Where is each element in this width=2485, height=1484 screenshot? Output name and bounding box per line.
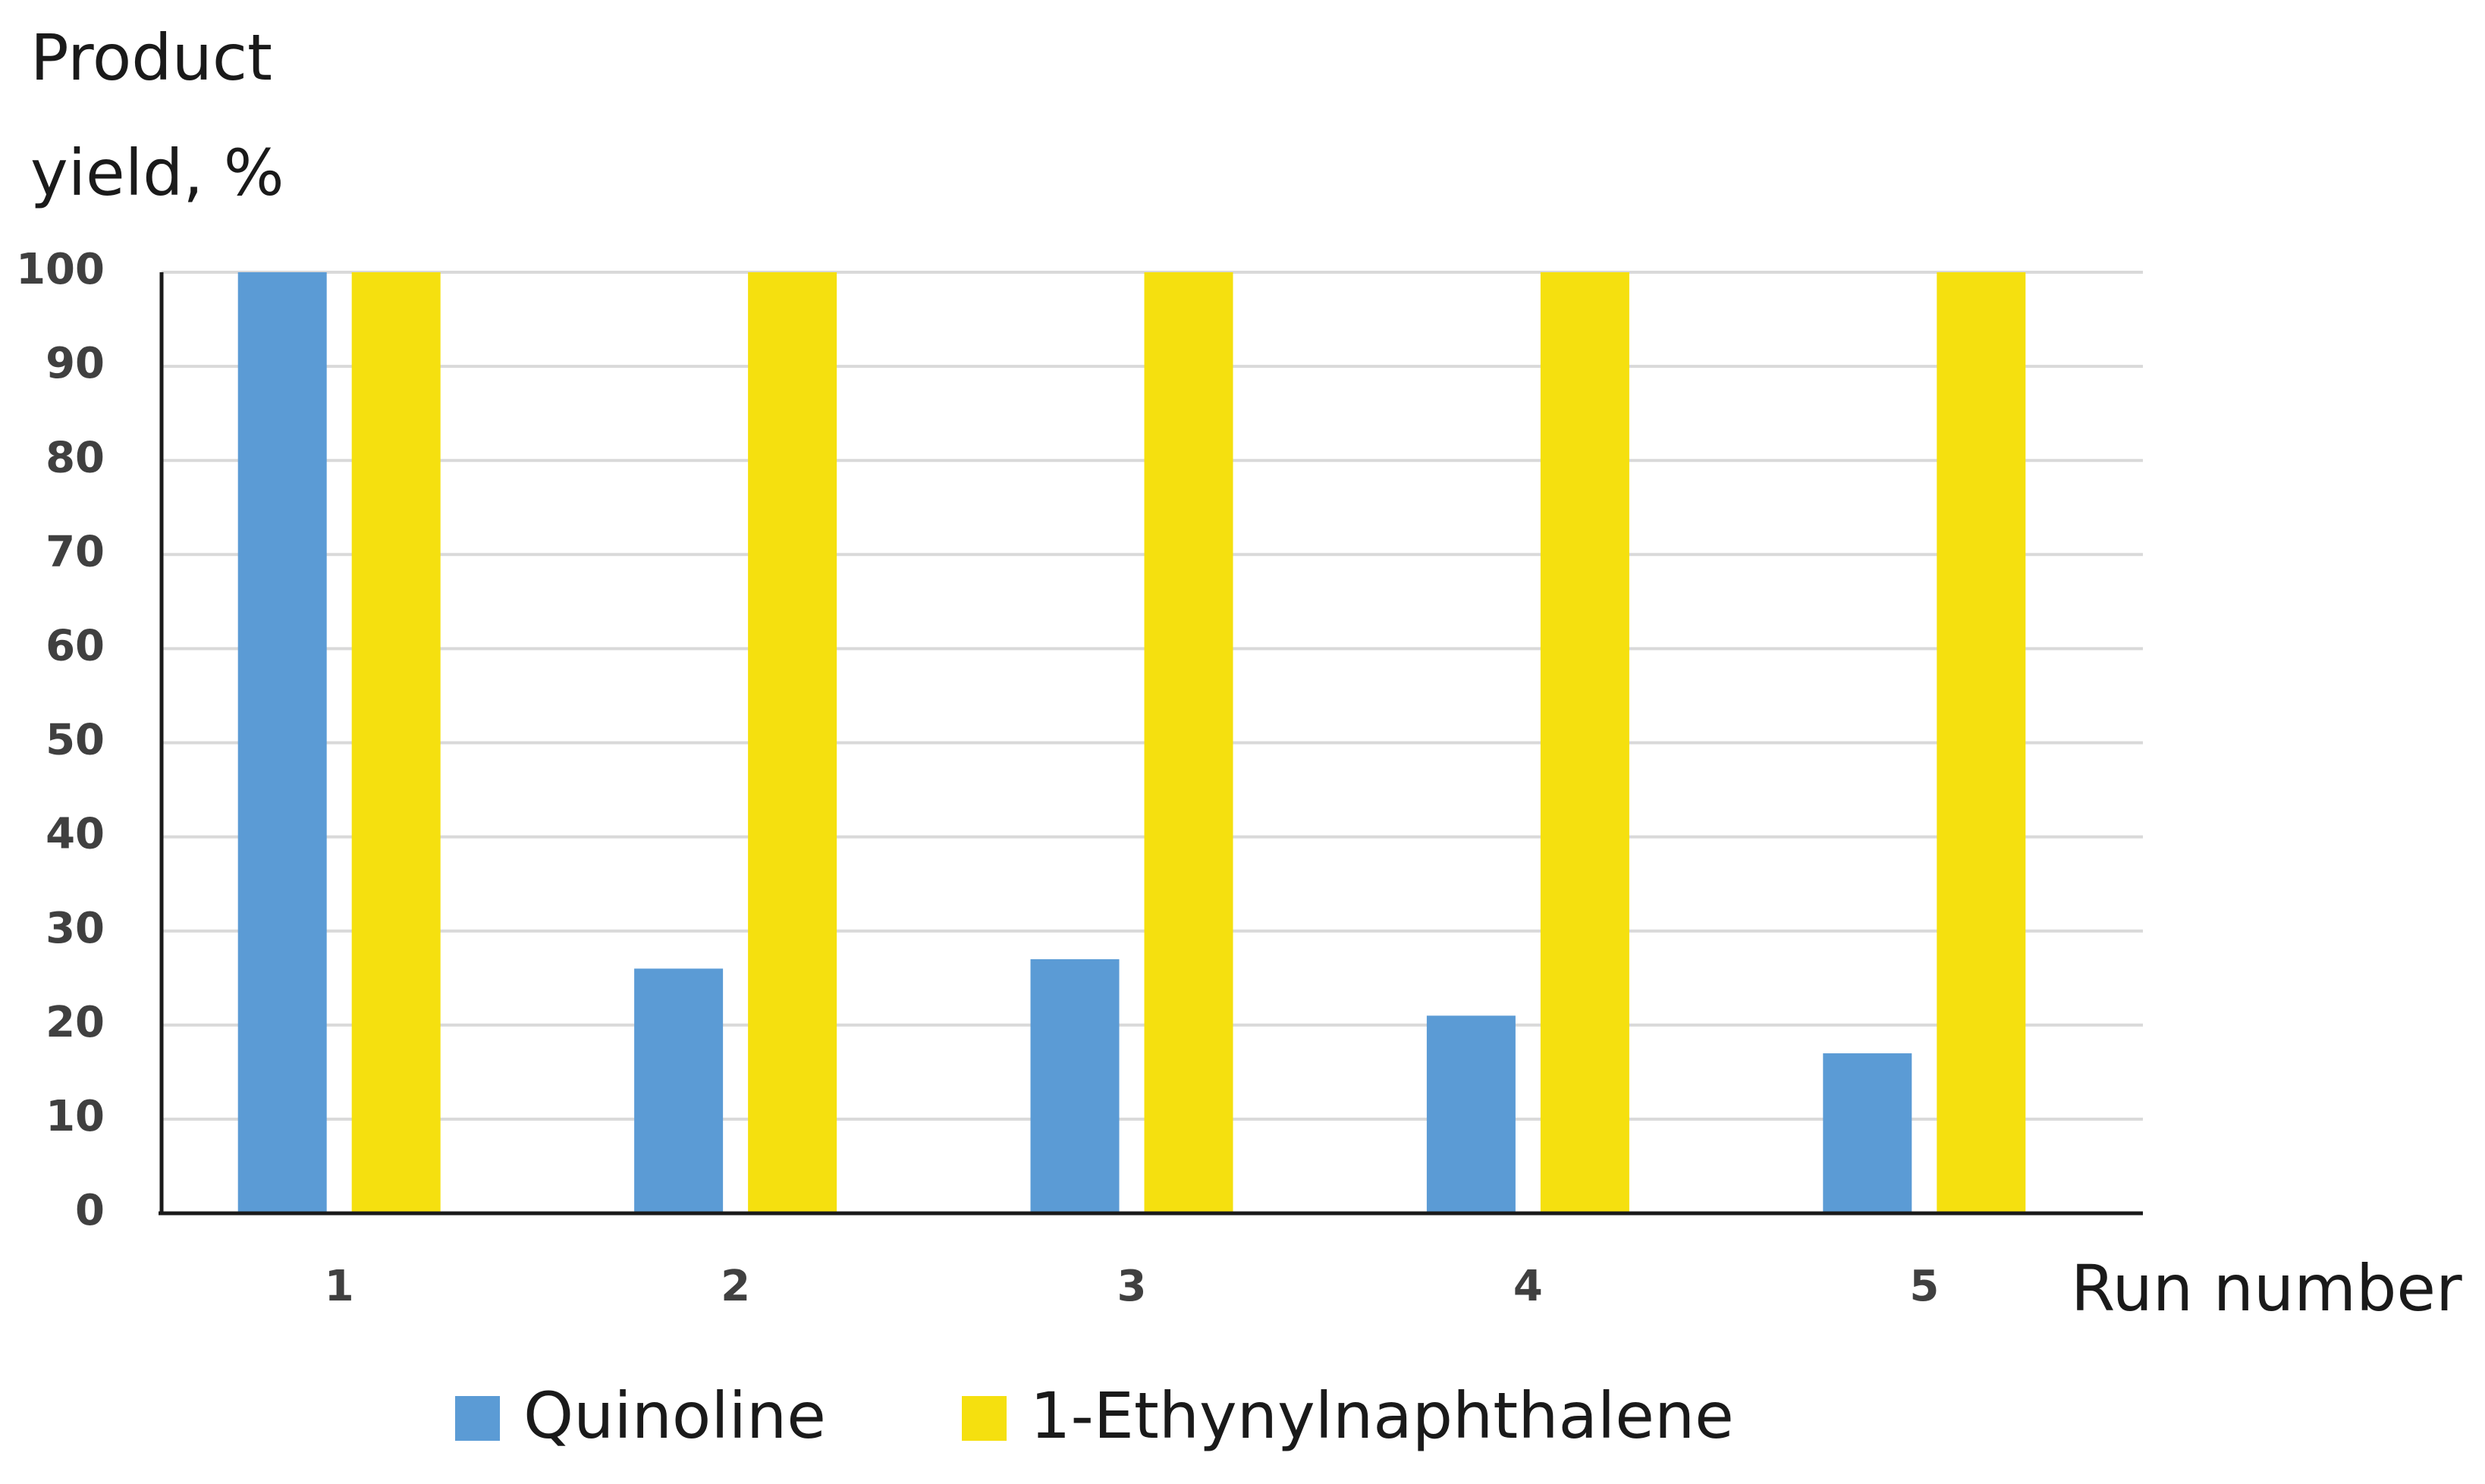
bar	[1540, 272, 1629, 1213]
x-tick-label: 1	[325, 1262, 354, 1311]
bar	[1030, 958, 1120, 1213]
legend-label: Quinoline	[523, 1379, 826, 1453]
bar	[351, 272, 441, 1213]
bar	[1823, 1053, 1912, 1213]
bar	[1426, 1015, 1516, 1213]
y-tick-label: 40	[46, 810, 105, 859]
y-tick-label: 80	[46, 433, 105, 482]
bar	[748, 272, 837, 1213]
y-tick-label: 10	[46, 1092, 105, 1141]
legend-swatch	[962, 1396, 1007, 1441]
x-tick-label: 2	[721, 1262, 750, 1311]
y-tick-label: 90	[46, 339, 105, 388]
y-tick-label: 100	[16, 245, 105, 294]
x-tick-label: 4	[1513, 1262, 1543, 1311]
bar	[237, 272, 327, 1213]
y-tick-label: 20	[46, 998, 105, 1047]
y-tick-label: 30	[46, 904, 105, 953]
y-tick-label: 0	[75, 1186, 105, 1235]
x-tick-label: 5	[1909, 1262, 1939, 1311]
y-tick-label: 70	[46, 527, 105, 576]
y-axis-label: Product yield, %	[30, 20, 284, 210]
bar	[1937, 272, 2026, 1213]
bar	[1144, 272, 1233, 1213]
legend-label: 1-Ethynylnaphthalene	[1030, 1379, 1734, 1453]
x-tick-label: 3	[1117, 1262, 1147, 1311]
y-tick-label: 60	[46, 622, 105, 671]
y-tick-label: 50	[46, 716, 105, 765]
x-axis-label: Run number	[2071, 1251, 2462, 1326]
legend-swatch	[455, 1396, 500, 1441]
bar	[634, 968, 724, 1213]
